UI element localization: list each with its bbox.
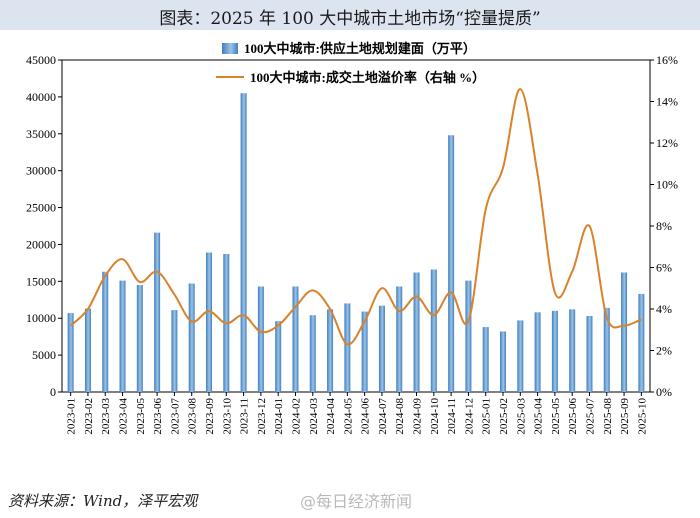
bar	[603, 307, 610, 392]
x-tick-label: 2025-06	[567, 398, 579, 435]
bar	[569, 309, 576, 392]
bar	[534, 312, 541, 392]
x-tick-label: 2025-03	[515, 398, 527, 435]
x-tick-label: 2023-01	[66, 398, 78, 435]
x-tick-label: 2023-06	[152, 398, 164, 435]
bar	[586, 316, 593, 392]
left-tick-label: 45000	[26, 53, 56, 67]
bar	[396, 286, 403, 392]
x-tick-label: 2023-08	[187, 398, 199, 435]
bar	[430, 269, 437, 392]
bar	[500, 331, 506, 392]
x-tick-label: 2025-01	[481, 398, 493, 435]
bar	[292, 286, 299, 392]
bar	[136, 285, 143, 392]
legend-bar-label: 100大中城市:供应土地规划建面（万平）	[244, 41, 476, 56]
right-tick-label: 12%	[656, 136, 678, 150]
x-tick-label: 2023-02	[83, 398, 95, 435]
bar	[206, 252, 212, 392]
bar	[413, 272, 420, 392]
bar	[84, 308, 91, 392]
left-tick-label: 0	[50, 385, 56, 399]
bar	[154, 232, 161, 392]
x-tick-label: 2025-07	[584, 398, 596, 435]
x-tick-label: 2025-10	[636, 398, 648, 435]
bar	[275, 321, 282, 392]
legend-line-label: 100大中城市:成交土地溢价率（右轴 %）	[250, 70, 485, 85]
bar	[517, 320, 524, 392]
x-tick-label: 2024-05	[342, 398, 354, 435]
left-tick-label: 25000	[26, 201, 56, 215]
x-tick-label: 2025-02	[498, 398, 510, 435]
right-tick-label: 0%	[656, 385, 672, 399]
left-tick-label: 10000	[26, 311, 56, 325]
title-band	[0, 0, 700, 30]
x-tick-label: 2025-08	[602, 398, 614, 435]
watermark: @每日经济新闻	[300, 492, 413, 511]
bar	[482, 327, 489, 392]
x-tick-label: 2024-11	[446, 398, 458, 434]
x-tick-label: 2023-05	[135, 398, 147, 435]
left-tick-label: 15000	[26, 274, 56, 288]
right-tick-label: 16%	[656, 53, 678, 67]
x-tick-label: 2023-11	[239, 398, 251, 434]
x-tick-label: 2023-10	[221, 398, 233, 435]
right-tick-label: 14%	[656, 95, 678, 109]
x-tick-label: 2023-07	[169, 398, 181, 435]
x-tick-label: 2024-07	[377, 398, 389, 435]
x-tick-label: 2023-12	[256, 398, 268, 435]
left-tick-label: 30000	[26, 164, 56, 178]
bar	[465, 280, 472, 392]
x-tick-label: 2023-09	[204, 398, 216, 435]
right-tick-label: 4%	[656, 302, 672, 316]
bar	[257, 286, 264, 392]
left-tick-label: 40000	[26, 90, 56, 104]
x-tick-label: 2023-04	[118, 398, 130, 435]
right-tick-label: 6%	[656, 261, 672, 275]
x-tick-label: 2025-05	[550, 398, 562, 435]
bar	[378, 305, 385, 392]
bar	[188, 283, 195, 392]
x-tick-label: 2024-02	[290, 398, 302, 435]
x-tick-label: 2024-06	[360, 398, 372, 435]
x-tick-label: 2024-12	[463, 398, 475, 435]
bar	[621, 272, 628, 392]
right-tick-label: 2%	[656, 344, 672, 358]
right-tick-label: 8%	[656, 219, 672, 233]
bar	[344, 303, 351, 392]
bar	[171, 310, 178, 392]
source-note: 资料来源：Wind，泽平宏观	[8, 492, 198, 510]
bar	[240, 93, 247, 392]
left-tick-label: 5000	[32, 348, 56, 362]
bar	[119, 280, 126, 392]
bar	[102, 271, 109, 392]
bar	[638, 293, 645, 392]
bar	[67, 313, 74, 392]
plot-frame	[61, 59, 651, 393]
right-tick-label: 10%	[656, 178, 678, 192]
x-tick-label: 2024-03	[308, 398, 320, 435]
x-tick-label: 2025-09	[619, 398, 631, 435]
legend-bar-swatch	[222, 43, 238, 54]
left-tick-label: 20000	[26, 237, 56, 251]
chart-title: 图表：2025 年 100 大中城市土地市场“控量提质”	[159, 9, 541, 29]
x-tick-label: 2023-03	[100, 398, 112, 435]
x-tick-label: 2024-01	[273, 398, 285, 435]
bar	[361, 311, 368, 392]
bar	[309, 315, 316, 392]
left-tick-label: 35000	[26, 127, 56, 141]
premium-rate-line	[69, 88, 642, 346]
x-tick-label: 2025-04	[533, 398, 545, 435]
chart-area: 0 5000 10000 15000 20000 25000 30000 35000 40000…	[26, 41, 678, 435]
bar	[327, 309, 334, 392]
bar	[448, 135, 455, 392]
x-tick-label: 2024-09	[412, 398, 424, 435]
x-tick-label: 2024-10	[429, 398, 441, 435]
bar	[551, 310, 558, 392]
x-tick-label: 2024-08	[394, 398, 406, 435]
x-tick-label: 2024-04	[325, 398, 337, 435]
